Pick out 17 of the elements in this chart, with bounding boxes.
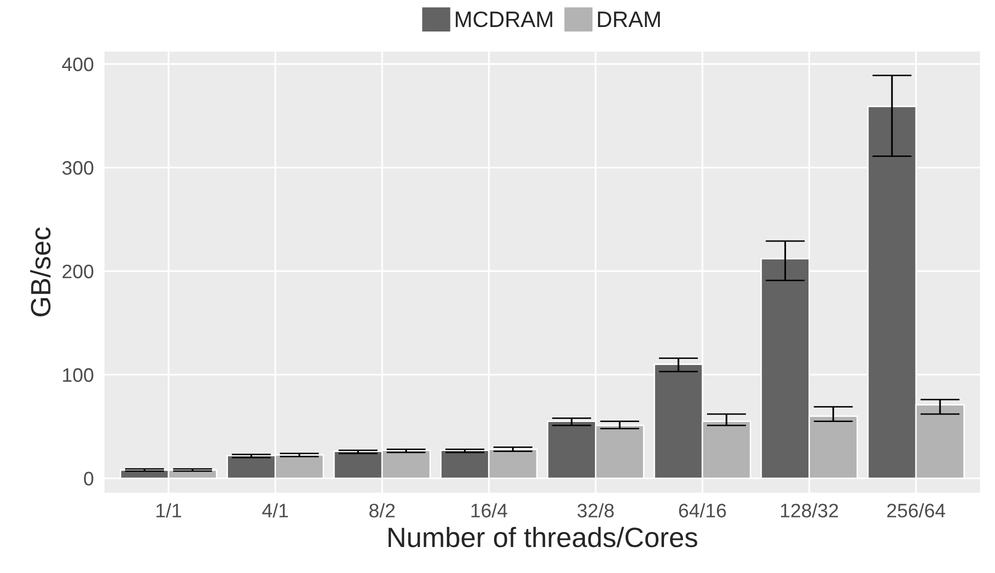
y-axis-title: GB/sec bbox=[30, 227, 51, 316]
x-tick-label: 32/8 bbox=[577, 503, 614, 518]
x-tick-label: 256/64 bbox=[887, 503, 946, 518]
legend-label: DRAM bbox=[598, 12, 660, 27]
y-tick-label: 0 bbox=[84, 472, 94, 486]
x-tick-label: 16/4 bbox=[471, 503, 508, 518]
x-tick-label: 64/16 bbox=[679, 503, 726, 518]
x-tick-label: 4/1 bbox=[262, 503, 288, 518]
y-tick-label: 200 bbox=[62, 264, 94, 278]
y-tick-label: 300 bbox=[62, 161, 94, 175]
x-axis-title: Number of threads/Cores bbox=[388, 526, 698, 548]
x-tick-label: 1/1 bbox=[156, 503, 182, 518]
legend-label: MCDRAM bbox=[456, 11, 552, 28]
y-tick-label: 400 bbox=[62, 57, 94, 72]
x-tick-label: 128/32 bbox=[780, 503, 838, 518]
y-tick-label: 100 bbox=[63, 368, 94, 382]
x-tick-label: 8/2 bbox=[369, 503, 395, 518]
